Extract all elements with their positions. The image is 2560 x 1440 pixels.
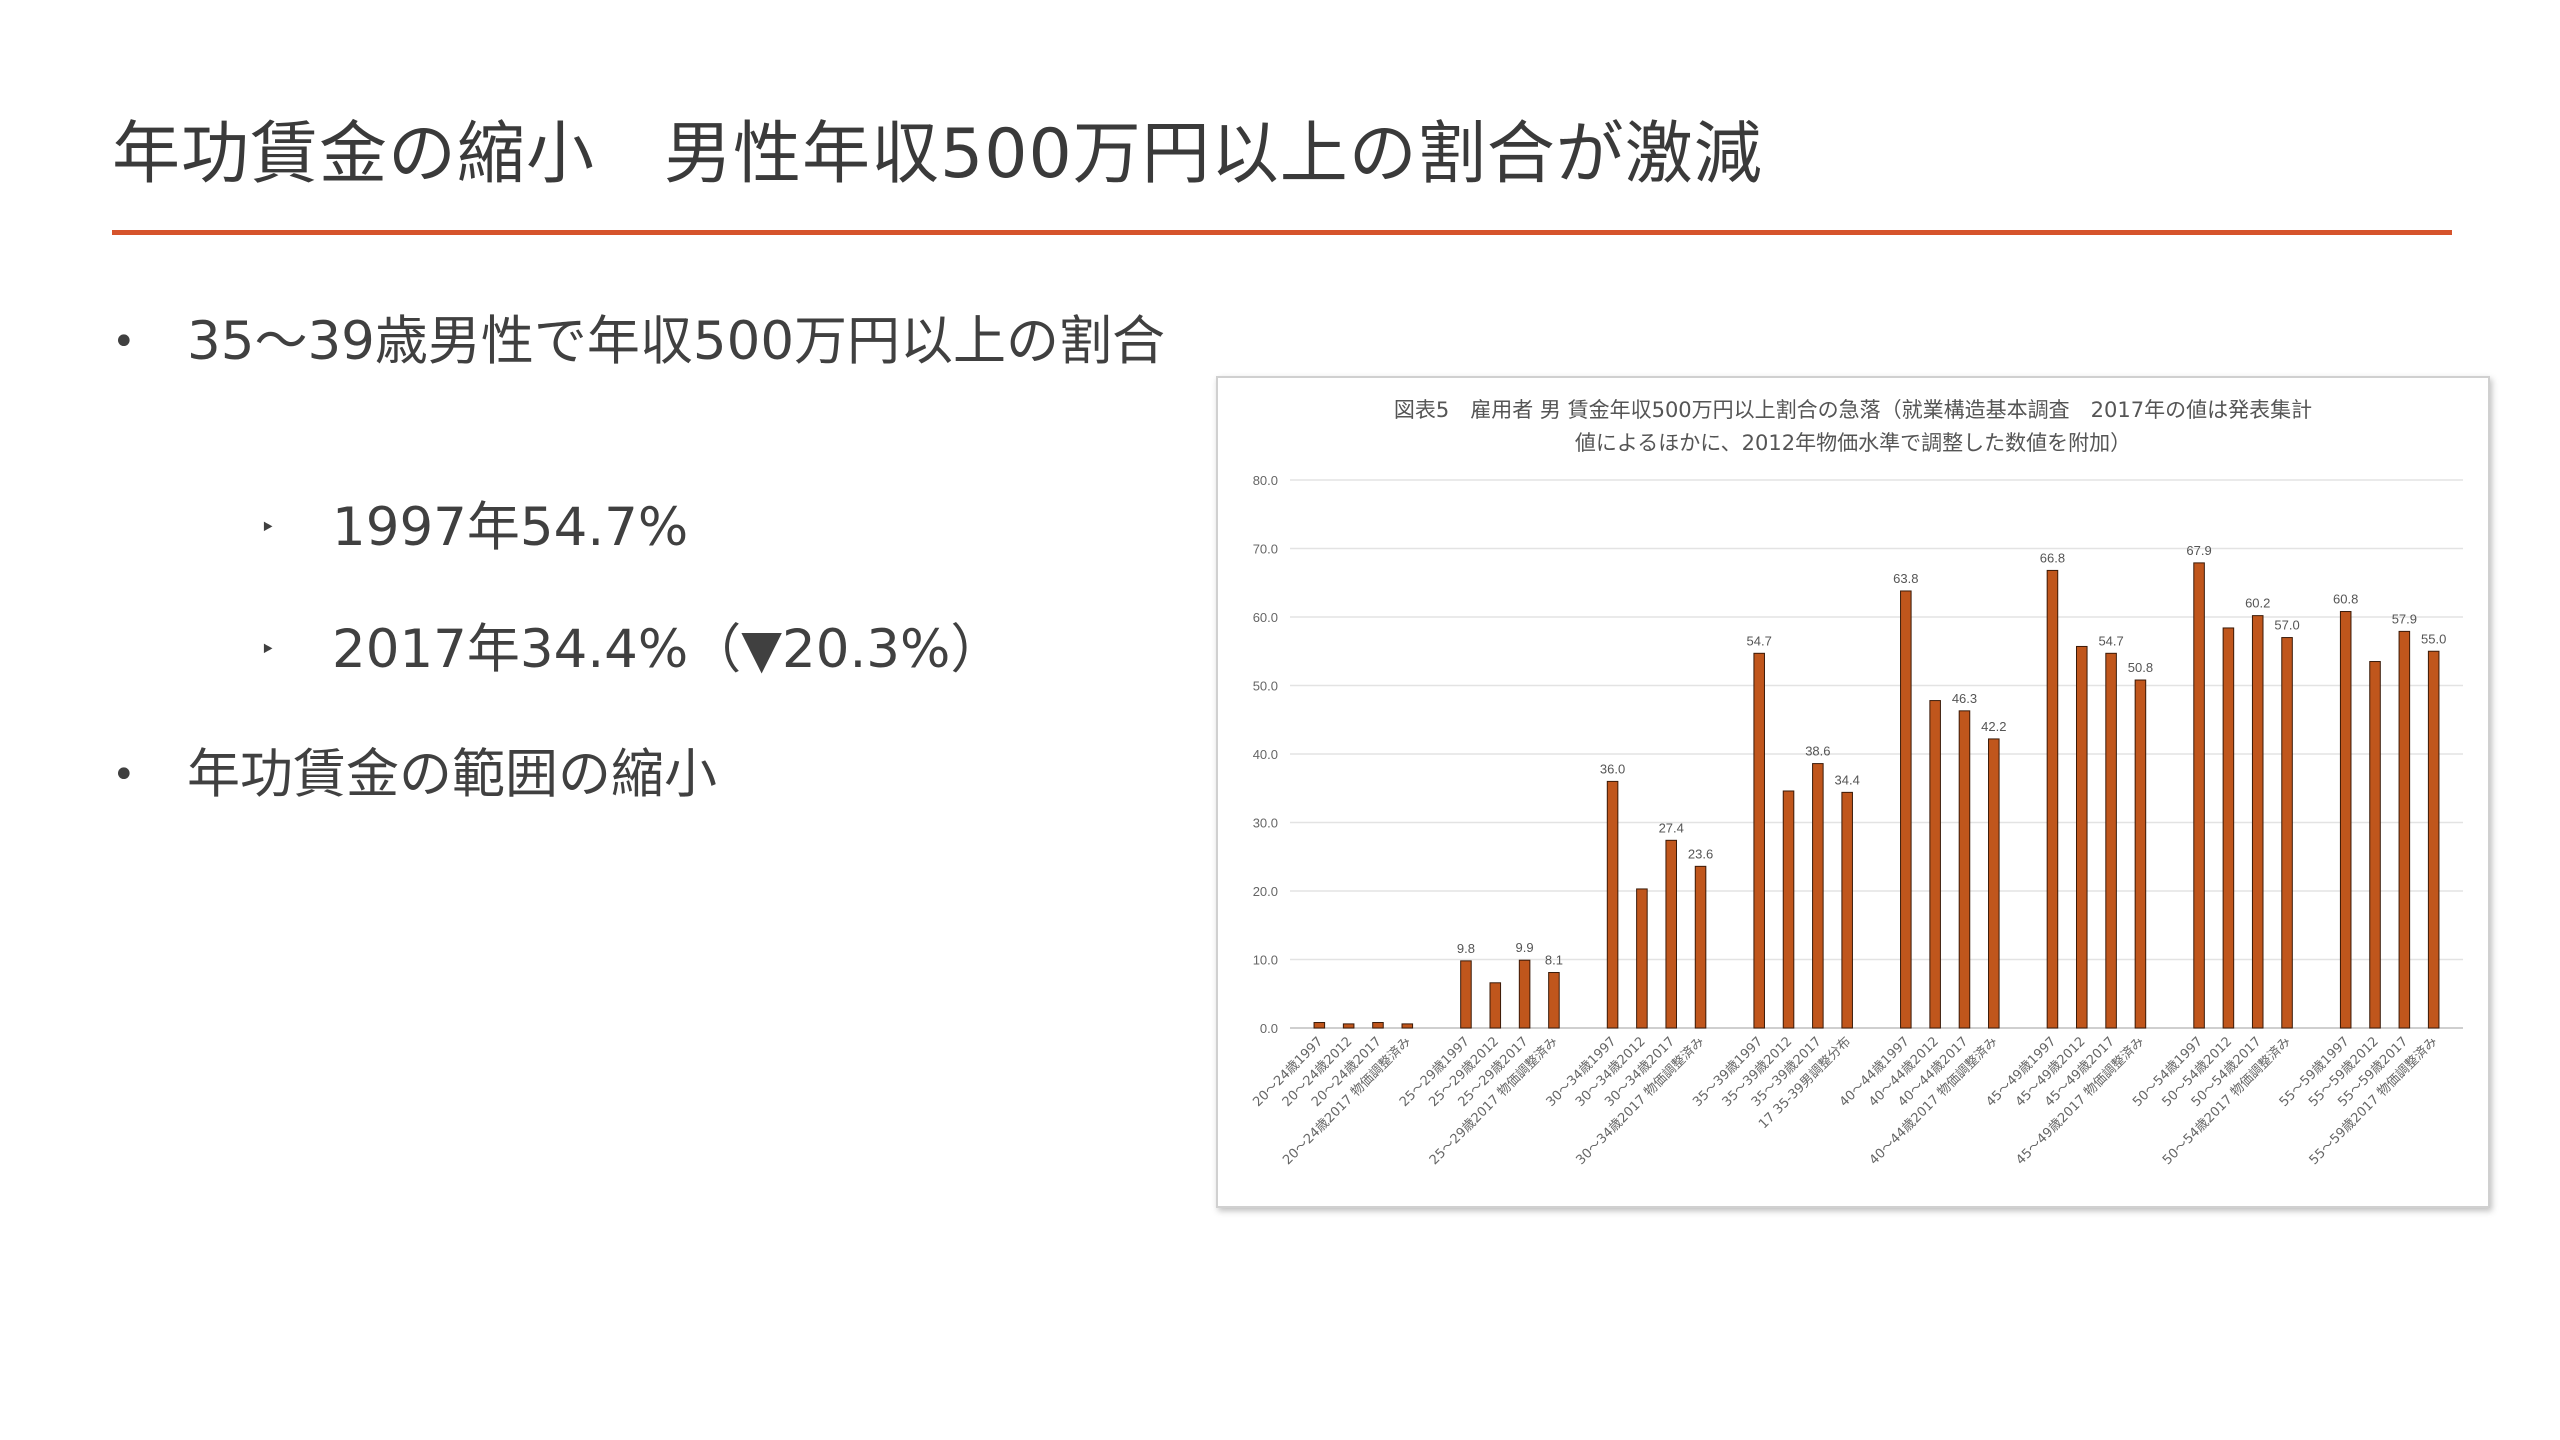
bullet-dot-icon: • (112, 752, 136, 798)
y-tick-label: 10.0 (1253, 953, 1278, 968)
data-label: 67.9 (2186, 543, 2211, 558)
bullet-dot-icon: • (112, 319, 136, 365)
bar (1958, 710, 1971, 1029)
data-label: 57.0 (2274, 618, 2299, 633)
data-label: 38.6 (1805, 744, 1830, 759)
bar (2046, 569, 2059, 1029)
bar (2134, 679, 2147, 1029)
data-label: 60.8 (2333, 592, 2358, 607)
bar (2222, 627, 2235, 1029)
chart-title-line1: 図表5 雇用者 男 賃金年収500万円以上割合の急落（就業構造基本調査 2017… (1393, 398, 2313, 422)
bar (2075, 645, 2088, 1029)
y-tick-label: 40.0 (1253, 747, 1278, 762)
bar (1460, 960, 1472, 1029)
bar (1518, 959, 1531, 1029)
data-label: 27.4 (1659, 820, 1684, 835)
bullet-text: 35〜39歳男性で年収500万円以上の割合 (187, 311, 1166, 372)
bar (1489, 982, 1502, 1029)
bar (1401, 1023, 1414, 1029)
data-label: 34.4 (1835, 772, 1860, 787)
sub-bullet-item: ‣ 1997年54.7% (112, 498, 1392, 558)
bar (2193, 562, 2205, 1029)
bar (1548, 972, 1560, 1029)
bar (1636, 888, 1648, 1029)
y-tick-label: 50.0 (1253, 679, 1278, 694)
data-label: 8.1 (1545, 953, 1563, 968)
bar (2251, 615, 2264, 1029)
bar (2369, 661, 2381, 1029)
bar (2105, 652, 2117, 1029)
y-tick-label: 0.0 (1260, 1021, 1278, 1036)
y-tick-label: 20.0 (1253, 884, 1278, 899)
bar (1929, 700, 1941, 1029)
data-label: 9.9 (1516, 940, 1534, 955)
bar (1841, 791, 1853, 1029)
chart-title-line2: 値によるほかに、2012年物価水準で調整した数値を附加） (1574, 431, 2132, 455)
data-label: 42.2 (1981, 719, 2006, 734)
y-tick-label: 60.0 (1253, 610, 1278, 625)
bar (1812, 763, 1824, 1029)
bar (1665, 839, 1678, 1029)
title-divider (112, 230, 2452, 235)
bar-chart: 0.010.020.030.040.050.060.070.080.020〜24… (1250, 473, 2463, 1168)
sub-bullet-item: ‣ 2017年34.4%（▼20.3%） (112, 620, 1392, 680)
data-label: 57.9 (2392, 611, 2417, 626)
chart-title: 図表5 雇用者 男 賃金年収500万円以上割合の急落（就業構造基本調査 2017… (1278, 394, 2428, 460)
bar (1606, 780, 1619, 1029)
bar (2339, 611, 2352, 1029)
bar (2281, 637, 2293, 1029)
bar (1372, 1022, 1384, 1029)
sub-bullet-text: 1997年54.7% (332, 497, 689, 558)
data-label: 23.6 (1688, 846, 1713, 861)
triangle-bullet-icon: ‣ (260, 513, 276, 543)
bar (1988, 738, 2000, 1029)
y-tick-label: 70.0 (1253, 542, 1278, 557)
data-label: 63.8 (1893, 571, 1918, 586)
data-label: 9.8 (1457, 941, 1475, 956)
bar (1313, 1022, 1326, 1029)
data-label: 54.7 (1747, 633, 1772, 648)
bullet-item: • 年功賃金の範囲の縮小 (112, 745, 1247, 805)
data-label: 60.2 (2245, 596, 2270, 611)
data-label: 50.8 (2128, 660, 2153, 675)
bar (1900, 590, 1912, 1029)
data-label: 66.8 (2040, 550, 2065, 565)
triangle-bullet-icon: ‣ (260, 635, 276, 665)
data-label: 54.7 (2098, 633, 2123, 648)
bar (1694, 865, 1707, 1029)
sub-bullet-text: 2017年34.4%（▼20.3%） (332, 619, 1004, 680)
bar (1342, 1023, 1355, 1029)
bar (2427, 650, 2440, 1029)
y-tick-label: 80.0 (1253, 473, 1278, 488)
y-tick-label: 30.0 (1253, 816, 1278, 831)
data-label: 36.0 (1600, 761, 1625, 776)
bullet-text: 年功賃金の範囲の縮小 (187, 744, 717, 805)
bar (1753, 652, 1765, 1029)
chart-panel: 図表5 雇用者 男 賃金年収500万円以上割合の急落（就業構造基本調査 2017… (1216, 376, 2490, 1208)
bullet-item: • 35〜39歳男性で年収500万円以上の割合 (112, 312, 1247, 372)
data-label: 46.3 (1952, 691, 1977, 706)
bar (2398, 630, 2411, 1029)
slide-title: 年功賃金の縮小 男性年収500万円以上の割合が激減 (112, 115, 1763, 194)
bar (1782, 790, 1795, 1029)
data-label: 55.0 (2421, 631, 2446, 646)
